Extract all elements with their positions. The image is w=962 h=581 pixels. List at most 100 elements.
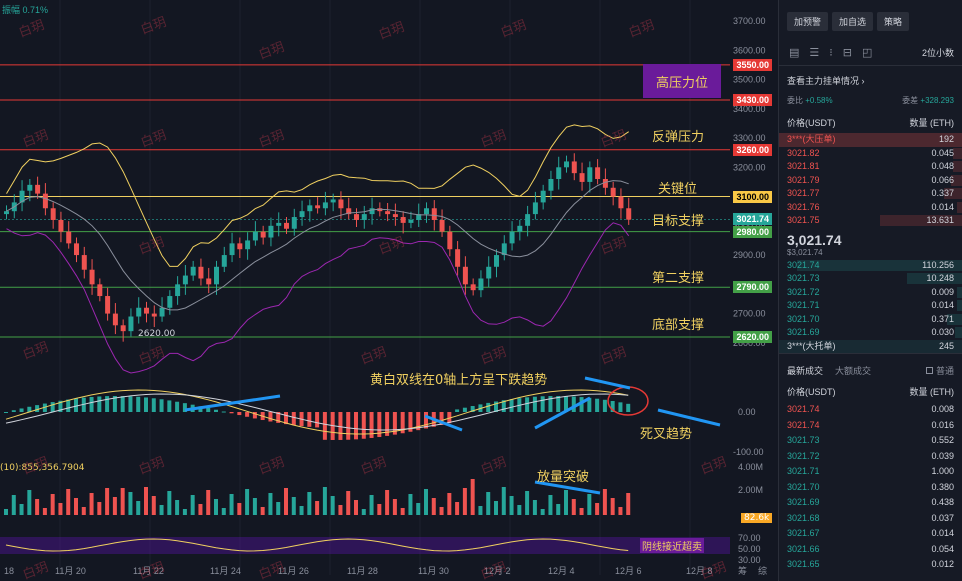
trades-qty-header[interactable]: 数量 (ETH) [909,387,955,397]
ask-row[interactable]: 3021.79 0.066 [779,174,962,188]
depth-bar [956,201,962,213]
ask-row[interactable]: 3021.75 13.631 [779,214,962,228]
trade-row[interactable]: 3021.71 1.000 [779,464,962,480]
tab-large-trades[interactable]: 大额成交 [835,366,872,376]
trade-price: 3021.73 [787,435,820,445]
volume-bar [252,498,257,515]
ask-row[interactable]: 3021.82 0.045 [779,147,962,161]
strategy-button[interactable]: 策略 [877,12,910,31]
price-tag: 3260.00 [733,143,772,156]
normal-checkbox[interactable]: 普通 [925,364,954,377]
precision-select[interactable]: 2位小数 [921,48,954,58]
last-price-usd: $3,021.74 [787,247,823,257]
macd-bar [579,397,584,412]
candle-body [501,243,507,256]
candlestick-chart[interactable]: 3700.00 3600.00 3500.00 3400.00 3300.00 3200.… [0,0,939,581]
x-tick-label: 12月 4 [548,566,575,576]
trade-qty: 0.380 [931,481,954,492]
candle-body [470,284,476,291]
macd-bar [214,409,218,412]
macd-bar [268,412,273,422]
bid-row[interactable]: 3021.74 110.256 [779,259,962,273]
volume-bar [299,506,304,515]
y-tick-label: 3500.00 [733,75,766,85]
bid-row[interactable]: 3021.70 0.371 [779,313,962,327]
trade-row[interactable]: 3021.69 0.438 [779,495,962,511]
trade-row[interactable]: 3021.68 0.037 [779,511,962,527]
trade-row[interactable]: 3021.74 0.008 [779,402,962,418]
big-ask-row[interactable]: 3***(大压单) 192 [779,133,962,147]
big-bid-qty: 245 [938,340,954,351]
expand-icon[interactable]: ◰ [862,47,873,59]
macd-bar [602,399,607,412]
trade-row[interactable]: 3021.70 0.380 [779,480,962,496]
volume-bar [377,504,382,515]
volume-bar [159,505,164,515]
trend-arrow [584,376,631,390]
trade-price: 3021.66 [787,543,820,554]
tab-latest-trades[interactable]: 最新成交 [787,366,824,376]
macd-bar [159,399,164,412]
macd-bar [626,403,631,412]
big-ask-qty: 192 [938,134,954,144]
macd-bar [11,410,16,412]
candle-body [182,275,188,285]
trade-row[interactable]: 3021.73 0.552 [779,433,962,449]
trade-row[interactable]: 3021.72 0.039 [779,449,962,465]
ask-row[interactable]: 3021.76 0.014 [779,201,962,215]
trade-row[interactable]: 3021.67 0.014 [779,526,962,542]
trade-row[interactable]: 3021.74 0.016 [779,418,962,434]
order-qty: 0.030 [931,327,954,337]
macd-bar [470,406,475,412]
macd-bar [532,396,537,412]
trades-header: 价格(USDT) 数量 (ETH) [779,381,962,402]
corner-icon[interactable]: 综 [758,565,767,576]
depth-bar [943,188,962,199]
asks-only-icon[interactable]: ⁝ [829,47,833,59]
ask-row[interactable]: 3021.81 0.048 [779,160,962,174]
candle-body [190,266,196,276]
trade-price: 3021.69 [787,497,820,507]
order-qty: 110.256 [922,259,954,270]
candle-body [416,214,422,220]
volume-bar [237,503,242,515]
order-qty: 0.009 [931,286,954,297]
macd-bar [167,400,172,412]
add-favorite-button[interactable]: 加自选 [832,12,874,31]
rebound-pressure-label: 反弹压力 [652,130,705,145]
qty-col-header[interactable]: 数量 (ETH) [909,118,955,128]
volume-bar [50,494,55,515]
add-alert-button[interactable]: 加预警 [787,12,829,31]
candle-body [540,190,546,203]
order-price: 3021.71 [787,300,820,310]
bid-diff-label: 委差 [902,96,919,105]
bids-only-icon[interactable]: ☰ [809,47,820,59]
order-qty: 0.048 [931,161,954,171]
bid-row[interactable]: 3021.72 0.009 [779,286,962,300]
order-qty: 10.248 [926,273,954,283]
both-sides-icon[interactable]: ▤ [789,47,800,59]
bid-row[interactable]: 3021.71 0.014 [779,299,962,313]
big-bid-row[interactable]: 3***(大托单) 245 [779,339,962,353]
volume-bar [540,509,545,515]
volume-ma-label: (10):855,356.7904 [0,463,85,473]
x-tick-label: 11月 26 [278,566,309,576]
corner-icon[interactable]: 筹 [738,565,747,576]
ask-row[interactable]: 3021.77 0.337 [779,187,962,201]
x-tick-label: 11月 22 [133,566,164,576]
macd-zero-label: 0.00 [738,407,756,417]
macd-bar [548,396,553,412]
trend-arrow [184,394,281,412]
trade-qty: 0.008 [931,404,954,414]
bid-row[interactable]: 3021.69 0.030 [779,326,962,340]
main-orders-link[interactable]: 查看主力挂单情况 › [779,66,962,93]
x-tick-label: 11月 24 [210,566,241,576]
bollinger-mid [6,180,629,311]
macd-bar [175,401,180,412]
bid-row[interactable]: 3021.73 10.248 [779,272,962,286]
trade-row[interactable]: 3021.66 0.054 [779,542,962,558]
depth-icon[interactable]: ⊟ [842,47,852,59]
trade-row[interactable]: 3021.65 0.012 [779,557,962,573]
candle-body [175,284,181,297]
macd-dif-line [5,389,629,435]
